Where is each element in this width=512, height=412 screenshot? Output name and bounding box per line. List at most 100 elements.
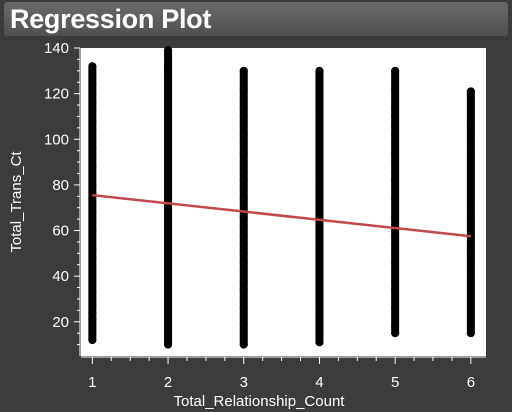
x-tick-label: 6	[467, 374, 475, 391]
x-tick-label: 3	[240, 374, 248, 391]
data-point	[164, 340, 173, 349]
data-point	[466, 249, 475, 258]
y-tick-label: 100	[44, 131, 69, 148]
data-point	[391, 304, 400, 313]
chart-title: Regression Plot	[10, 4, 212, 34]
y-axis-label: Total_Trans_Ct	[8, 151, 25, 253]
data-point	[315, 263, 324, 272]
data-point	[315, 98, 324, 107]
data-point	[88, 272, 97, 281]
data-point	[88, 107, 97, 116]
data-point	[315, 208, 324, 217]
data-point	[164, 267, 173, 276]
plot-area	[81, 48, 486, 356]
data-point	[164, 258, 173, 267]
data-point	[88, 294, 97, 303]
data-point	[315, 171, 324, 180]
data-point	[391, 267, 400, 276]
y-tick-label: 60	[52, 223, 69, 240]
data-point	[239, 112, 248, 121]
data-point	[239, 221, 248, 230]
data-point	[239, 167, 248, 176]
data-point	[391, 112, 400, 121]
data-point	[88, 217, 97, 226]
x-axis: 1 2 3 4 5 6	[81, 356, 486, 391]
data-point	[466, 304, 475, 313]
data-point	[88, 281, 97, 290]
data-point	[239, 258, 248, 267]
data-point	[391, 66, 400, 75]
data-point	[239, 294, 248, 303]
regression-line	[92, 193, 471, 238]
data-point	[466, 221, 475, 230]
data-point	[239, 304, 248, 313]
data-point	[466, 240, 475, 249]
data-point	[164, 158, 173, 167]
data-point	[88, 199, 97, 208]
data-point	[391, 203, 400, 212]
x-axis-label: Total_Relationship_Count	[174, 393, 346, 410]
data-point	[239, 121, 248, 130]
data-point	[88, 126, 97, 135]
data-point	[164, 221, 173, 230]
data-point	[88, 135, 97, 144]
data-point	[239, 249, 248, 258]
y-tick-label: 140	[44, 40, 69, 57]
data-point	[315, 315, 324, 324]
data-point	[164, 326, 173, 335]
data-point	[466, 212, 475, 221]
data-point	[391, 94, 400, 103]
data-point	[391, 139, 400, 148]
data-point	[315, 126, 324, 135]
data-point	[239, 85, 248, 94]
data-points	[88, 46, 475, 349]
data-point	[391, 285, 400, 294]
data-point	[164, 112, 173, 121]
data-point	[466, 203, 475, 212]
data-point	[239, 333, 248, 342]
data-point	[164, 103, 173, 112]
data-point	[391, 85, 400, 94]
y-tick-label: 120	[44, 86, 69, 103]
data-point	[164, 185, 173, 194]
data-point	[391, 294, 400, 303]
data-point	[391, 231, 400, 240]
data-point	[391, 158, 400, 167]
data-point	[239, 158, 248, 167]
data-point	[466, 267, 475, 276]
data-point	[391, 212, 400, 221]
data-point	[164, 203, 173, 212]
data-point	[391, 130, 400, 139]
data-point	[466, 94, 475, 103]
data-point	[466, 313, 475, 322]
data-point	[164, 294, 173, 303]
data-point	[239, 103, 248, 112]
data-point	[164, 194, 173, 203]
data-point	[88, 329, 97, 338]
data-point	[466, 103, 475, 112]
data-point	[466, 194, 475, 203]
data-point	[315, 80, 324, 89]
data-point	[391, 185, 400, 194]
data-point	[391, 103, 400, 112]
y-tick-label: 40	[52, 268, 69, 285]
data-point	[391, 176, 400, 185]
data-point	[315, 329, 324, 338]
data-point	[88, 80, 97, 89]
data-point	[239, 203, 248, 212]
data-point	[164, 276, 173, 285]
data-point	[88, 162, 97, 171]
data-point	[88, 226, 97, 235]
y-axis: 20 40 60 80 100 120 140	[44, 40, 81, 356]
data-point	[88, 144, 97, 153]
data-point	[315, 190, 324, 199]
data-point	[466, 294, 475, 303]
data-point	[164, 333, 173, 342]
data-point	[466, 167, 475, 176]
data-point	[239, 276, 248, 285]
y-tick-label: 80	[52, 177, 69, 194]
data-point	[88, 62, 97, 71]
data-point	[315, 299, 324, 308]
data-point	[88, 89, 97, 98]
data-point	[88, 244, 97, 253]
